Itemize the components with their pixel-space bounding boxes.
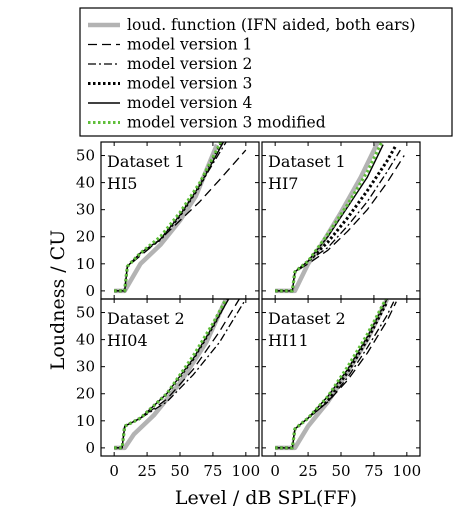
series-line-model-version-3-modified [275,142,384,293]
legend-box [79,7,453,137]
legend-label: loud. function (IFN aided, both ears) [127,16,416,34]
panel-dataset-1-hi7: Dataset 1 HI7 [261,141,421,300]
series-line-model-version-1 [114,299,240,449]
panel-dataset-label: Dataset 1 [107,152,185,171]
legend-label: model version 4 [127,94,253,112]
x-tick-label: 0 [109,462,119,480]
series-line-model-version-3-modified [114,299,228,450]
y-tick-label: 30 [76,201,95,219]
legend-entry-model-version-3: model version 3 [88,75,252,93]
y-tick-label: 10 [76,412,95,430]
series-group [275,299,397,451]
y-tick-label: 50 [76,147,95,165]
legend-label: model version 3 modified [127,114,326,132]
series-group [114,299,247,451]
panel-dataset-label: Dataset 2 [268,309,346,328]
panel-dataset-label: Dataset 1 [268,152,346,171]
panel-subject-label: HI5 [107,174,137,193]
legend-entry-model-version-1: model version 1 [88,36,252,54]
x-tick-label: 25 [299,462,318,480]
legend-entry-model-version-3-modified: model version 3 modified [88,114,326,132]
x-tick-label: 75 [364,462,383,480]
y-tick-label: 10 [76,255,95,273]
series-line-model-version-3-modified [114,142,223,293]
x-tick-label: 50 [170,462,189,480]
x-tick-label: 100 [393,462,422,480]
legend-label: model version 2 [127,55,252,73]
panel-subject-label: HI7 [268,174,298,193]
legend-entry-loud-function-ifn-aided-both-ears: loud. function (IFN aided, both ears) [88,16,416,34]
legend-entry-model-version-2: model version 2 [88,55,252,73]
x-tick-label: 100 [232,462,261,480]
series-group [114,142,247,294]
y-tick-label: 20 [76,228,95,246]
legend-label: model version 1 [127,36,252,54]
y-tick-label: 0 [85,439,95,457]
y-tick-label: 50 [76,304,95,322]
series-line-loud-function-ifn-aided-both-ears [114,299,229,451]
y-tick-label: 0 [85,282,95,300]
x-axis-label: Level / dB SPL(FF) [175,487,357,509]
legend-label: model version 3 [127,75,252,93]
panel-dataset-label: Dataset 2 [107,309,185,328]
series-line-model-version-3 [275,143,398,293]
panel-subject-label: HI04 [107,331,148,350]
series-line-model-version-1 [114,149,247,292]
legend-entry-model-version-4: model version 4 [88,94,253,112]
y-tick-label: 30 [76,358,95,376]
series-line-model-version-1 [275,301,397,449]
panel-subject-label: HI11 [268,331,309,350]
panel-dataset-1-hi5: 0 10 20 30 40 50 Dataset 1 HI5 [76,141,260,300]
y-tick-label: 40 [76,174,95,192]
x-tick-label: 25 [138,462,157,480]
y-axis-label: Loudness / CU [47,230,69,370]
y-tick-label: 40 [76,331,95,349]
legend: loud. function (IFN aided, both ears) mod… [79,7,453,137]
panel-dataset-2-hi11: 0 25 50 75 100 Dataset 2 HI11 [261,298,422,480]
y-tick-label: 20 [76,385,95,403]
x-tick-label: 50 [331,462,350,480]
x-tick-label: 75 [203,462,222,480]
series-group [275,142,405,294]
series-line-model-version-3-modified [275,299,388,450]
series-line-model-version-1 [275,155,405,292]
x-tick-label: 0 [270,462,280,480]
panel-dataset-2-hi04: 0 10 20 30 40 50 0 25 50 75 100 Dataset 2 HI04 [76,298,261,480]
